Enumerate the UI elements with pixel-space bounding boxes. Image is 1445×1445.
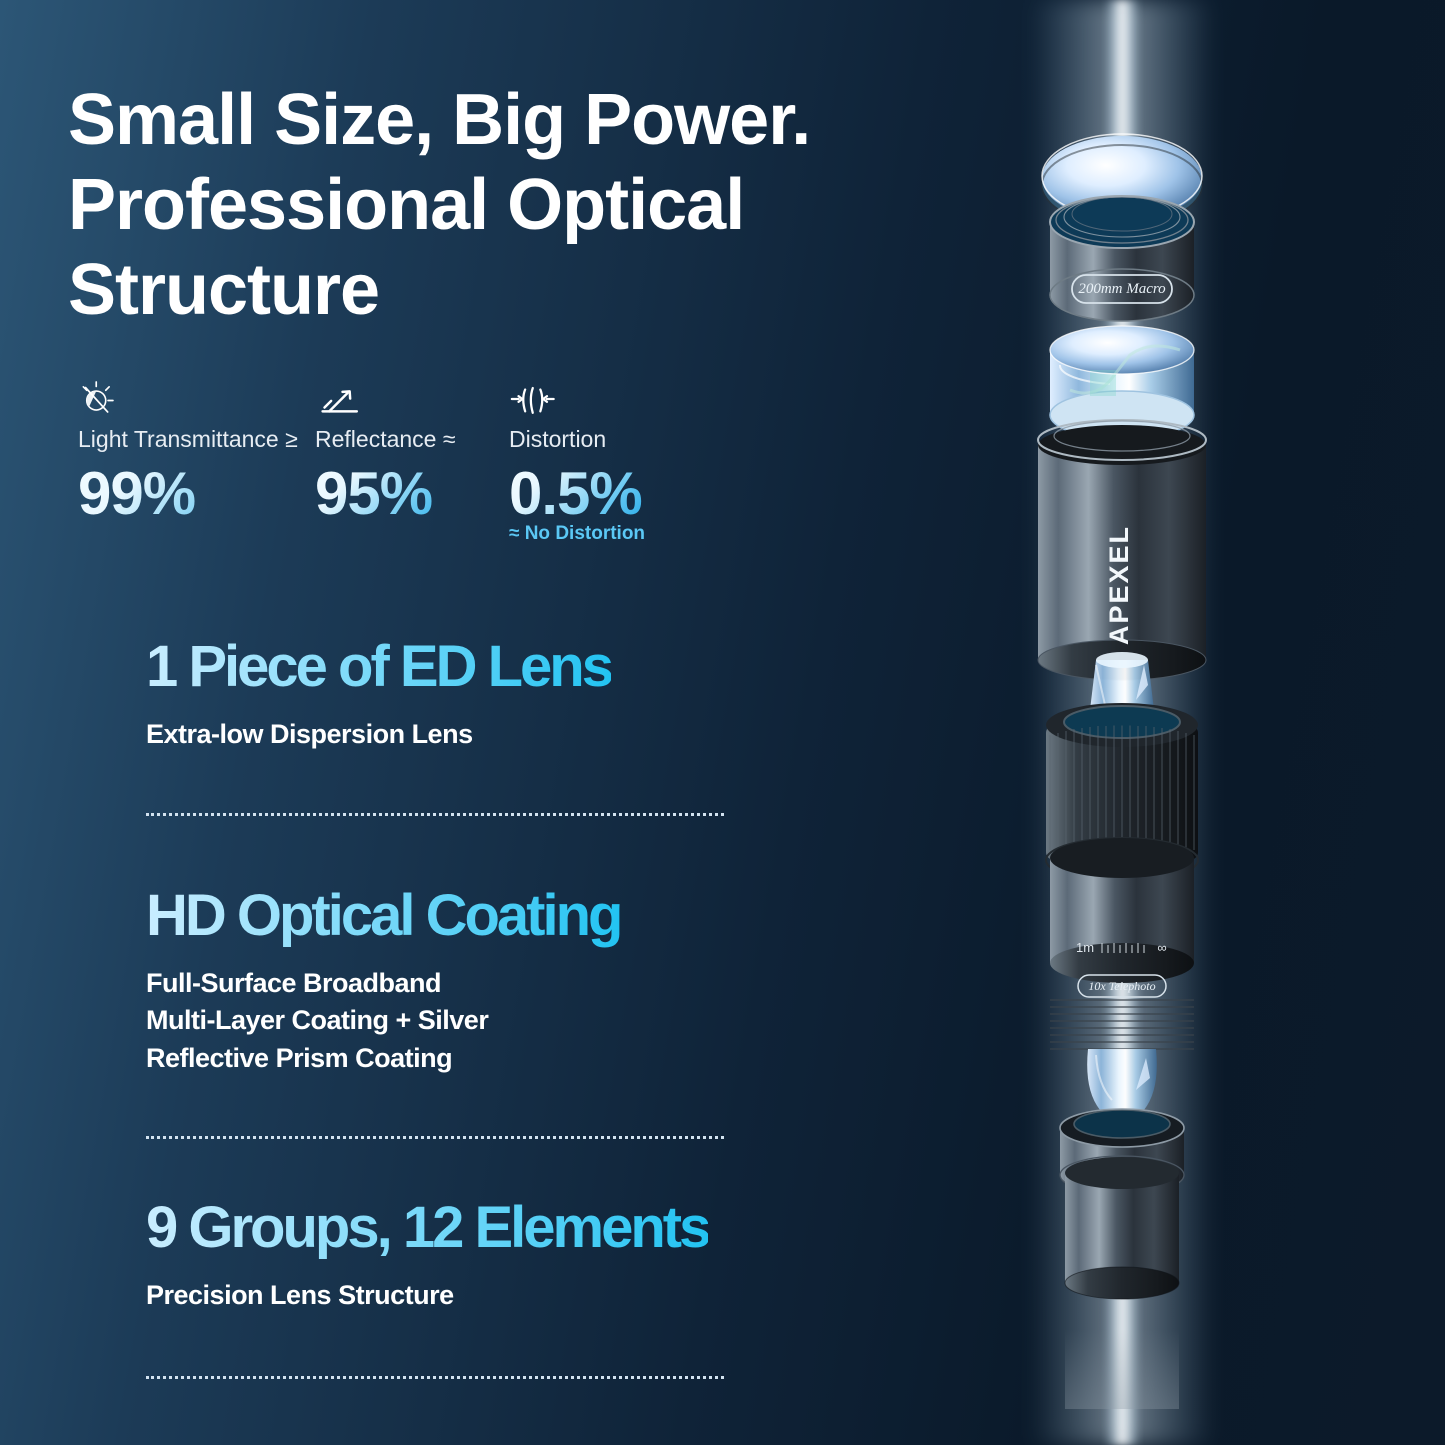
svg-text:1m: 1m: [1076, 940, 1094, 955]
svg-text:∞: ∞: [1157, 940, 1166, 955]
svg-text:10x Telephoto: 10x Telephoto: [1088, 979, 1155, 993]
svg-text:APEXEL: APEXEL: [1104, 525, 1134, 645]
svg-text:200mm Macro: 200mm Macro: [1078, 281, 1166, 297]
